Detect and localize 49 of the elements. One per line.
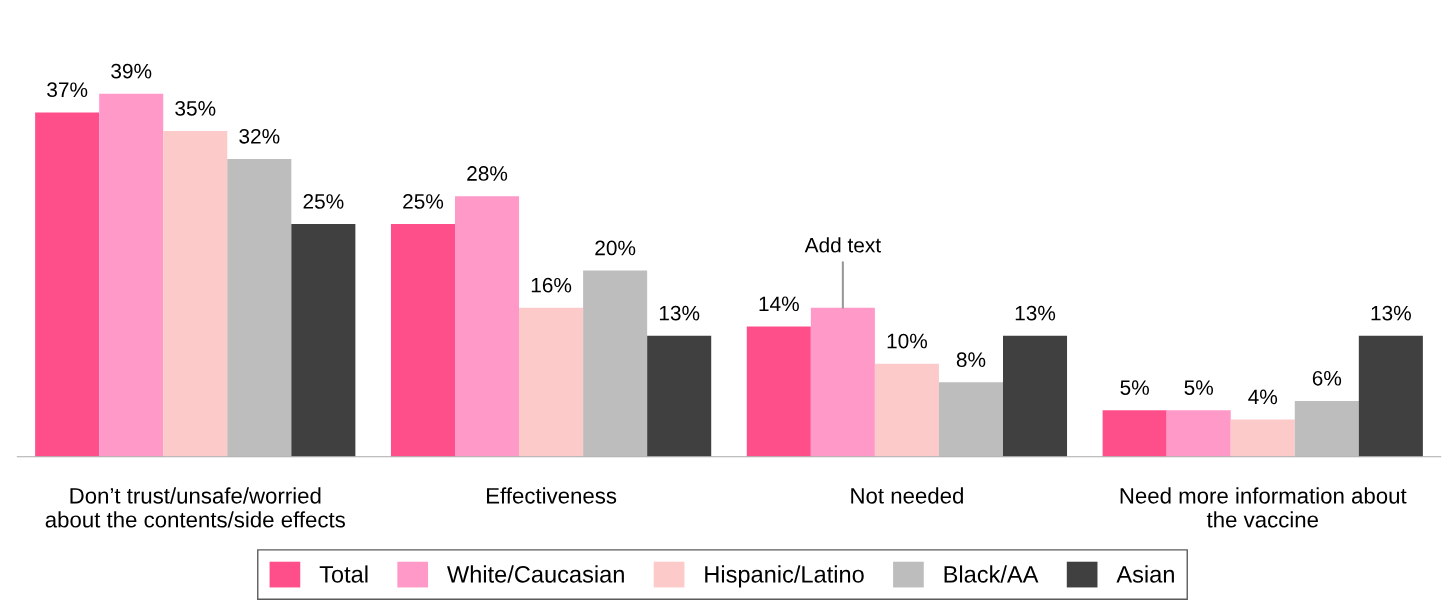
data-label: 16%: [531, 277, 572, 293]
bar: [1294, 400, 1359, 457]
data-label: 13%: [659, 305, 700, 321]
data-label: 37%: [47, 82, 88, 98]
bar: [1358, 335, 1423, 457]
data-label: 14%: [759, 296, 799, 312]
x-tick-label: Need more information about the vaccine: [1120, 487, 1407, 528]
data-label: 25%: [403, 194, 444, 209]
bar: [938, 382, 1003, 457]
bar: [455, 196, 520, 457]
bar: [227, 158, 292, 457]
data-label: 25%: [303, 194, 344, 209]
data-label: 5%: [1184, 380, 1214, 395]
x-tick-label: Effectiveness: [487, 487, 617, 504]
x-tick-label: Don’t trust/unsafe/worried about the contents/side effects: [45, 487, 345, 528]
bar: [35, 112, 100, 457]
legend-label: Asian: [1116, 565, 1174, 583]
data-label: 8%: [956, 352, 986, 368]
data-label: 6%: [1312, 370, 1342, 386]
bar: [583, 270, 648, 457]
data-label: 5%: [1120, 380, 1149, 395]
data-label: 32%: [239, 128, 280, 144]
bar: [874, 363, 939, 457]
data-label: 20%: [595, 240, 636, 256]
bar: [390, 224, 456, 457]
data-label: 13%: [1015, 305, 1056, 321]
data-label: 13%: [1371, 305, 1411, 321]
bar: [1002, 335, 1068, 457]
legend-label: Total: [319, 565, 368, 583]
x-tick-label: Not needed: [851, 487, 963, 504]
bar: [163, 131, 228, 457]
bar: [291, 224, 356, 457]
bar: [99, 93, 164, 457]
data-label: 39%: [111, 63, 152, 79]
bar: [746, 326, 811, 457]
bar: [647, 335, 712, 457]
data-label: 28%: [467, 166, 508, 181]
bar: [1230, 419, 1295, 457]
legend-label: Black/AA: [944, 565, 1039, 583]
bar: [519, 307, 584, 457]
data-label: 10%: [887, 333, 928, 349]
data-label: 4%: [1248, 389, 1278, 405]
bar: [810, 307, 875, 457]
bar: [1166, 410, 1231, 457]
annotation: Add text: [804, 237, 881, 253]
data-label: 35%: [175, 100, 216, 116]
legend-label: White/Caucasian: [447, 565, 624, 583]
bar: [1102, 410, 1167, 457]
legend-label: Hispanic/Latino: [705, 565, 864, 588]
